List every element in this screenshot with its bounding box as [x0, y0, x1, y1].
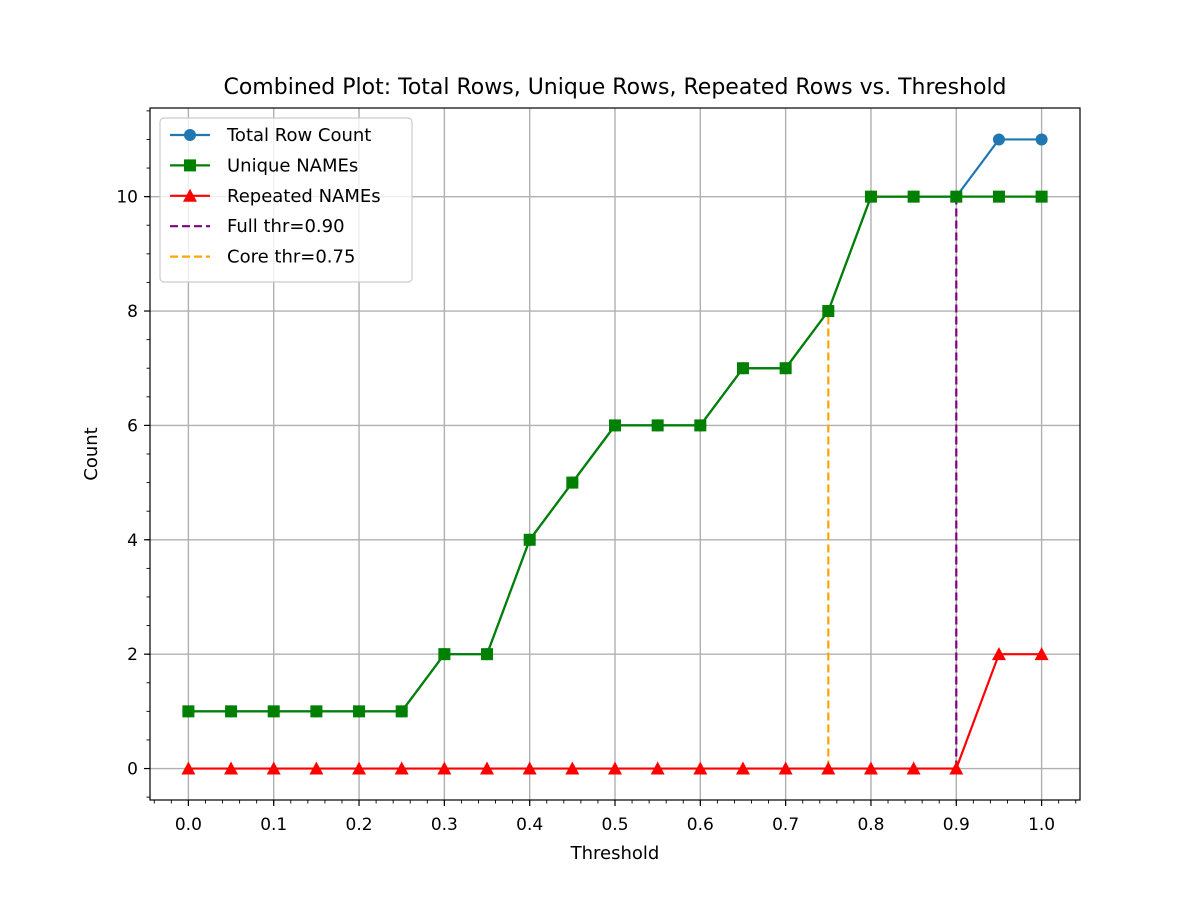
legend-marker [184, 129, 196, 141]
series [181, 133, 1049, 775]
data-point [394, 761, 409, 775]
data-point [438, 648, 451, 661]
x-tick-label: 0.7 [772, 815, 799, 835]
data-point [566, 476, 579, 489]
data-point [266, 761, 281, 775]
data-point [864, 190, 877, 203]
data-point [650, 761, 665, 775]
data-point [779, 362, 792, 375]
data-point [352, 761, 367, 775]
data-point [1035, 190, 1048, 203]
data-point [608, 761, 622, 775]
axis-ticks: 0.0 0.1 0.2 0.3 0.4 0.5 0.6 0.7 0.8 0.9 1.0 0 2 4 6 8 10 [116, 110, 1077, 835]
legend-label: Total Row Count [226, 125, 371, 146]
data-point [609, 419, 621, 432]
data-point [693, 761, 708, 775]
data-point [950, 190, 963, 203]
x-tick-label: 0.5 [601, 815, 628, 835]
x-tick-label: 0.8 [857, 815, 884, 835]
data-point [949, 761, 964, 775]
legend: Total Row Count Unique NAMEs Repeated NAME… [159, 117, 413, 283]
data-point [225, 705, 238, 718]
legend-label: Full thr=0.90 [227, 216, 345, 237]
x-tick-label: 1.0 [1028, 815, 1055, 835]
data-point [481, 648, 494, 661]
legend-label: Unique NAMEs [227, 155, 358, 176]
x-tick-label: 0.3 [431, 815, 458, 835]
data-point [1034, 647, 1049, 661]
data-point [182, 705, 195, 718]
data-point [863, 761, 878, 775]
x-tick-label: 0.0 [175, 815, 202, 835]
data-point [651, 419, 664, 432]
data-point [907, 190, 920, 203]
x-tick-label: 0.2 [346, 815, 373, 835]
legend-marker [183, 188, 197, 202]
legend-label: Core thr=0.75 [227, 247, 355, 268]
data-point [267, 705, 280, 718]
x-tick-label: 0.9 [943, 815, 970, 835]
data-point [736, 362, 749, 375]
data-point [694, 419, 707, 432]
y-axis-label: Count [81, 427, 102, 480]
data-point [821, 761, 836, 775]
y-tick-label: 8 [127, 302, 138, 322]
data-point [565, 761, 580, 775]
data-point [735, 761, 750, 775]
data-point [992, 190, 1005, 203]
threshold-lines [827, 196, 958, 769]
data-point [310, 705, 323, 718]
x-tick-label: 0.6 [687, 815, 714, 835]
data-point [778, 761, 793, 775]
data-point [437, 761, 452, 775]
data-point [906, 761, 921, 775]
data-point [480, 761, 495, 775]
x-axis-label: Threshold [570, 843, 660, 864]
data-point [522, 761, 537, 775]
x-tick-label: 0.4 [516, 815, 543, 835]
data-point [822, 305, 835, 318]
data-point [1035, 133, 1048, 146]
data-point [353, 705, 366, 718]
data-point [991, 647, 1006, 661]
data-point [395, 705, 408, 718]
y-tick-label: 6 [127, 416, 138, 436]
data-point [309, 761, 324, 775]
data-point [992, 133, 1005, 146]
y-tick-label: 4 [127, 531, 138, 551]
legend-box [159, 117, 413, 283]
data-point [224, 761, 239, 775]
y-tick-label: 10 [116, 188, 138, 208]
y-tick-label: 2 [127, 645, 138, 665]
chart-title: Combined Plot: Total Rows, Unique Rows, … [223, 75, 1006, 100]
y-tick-label: 0 [127, 760, 138, 780]
data-point [181, 761, 196, 775]
legend-label: Repeated NAMEs [227, 186, 381, 207]
legend-marker [184, 159, 196, 172]
data-point [523, 533, 536, 546]
x-tick-label: 0.1 [260, 815, 287, 835]
